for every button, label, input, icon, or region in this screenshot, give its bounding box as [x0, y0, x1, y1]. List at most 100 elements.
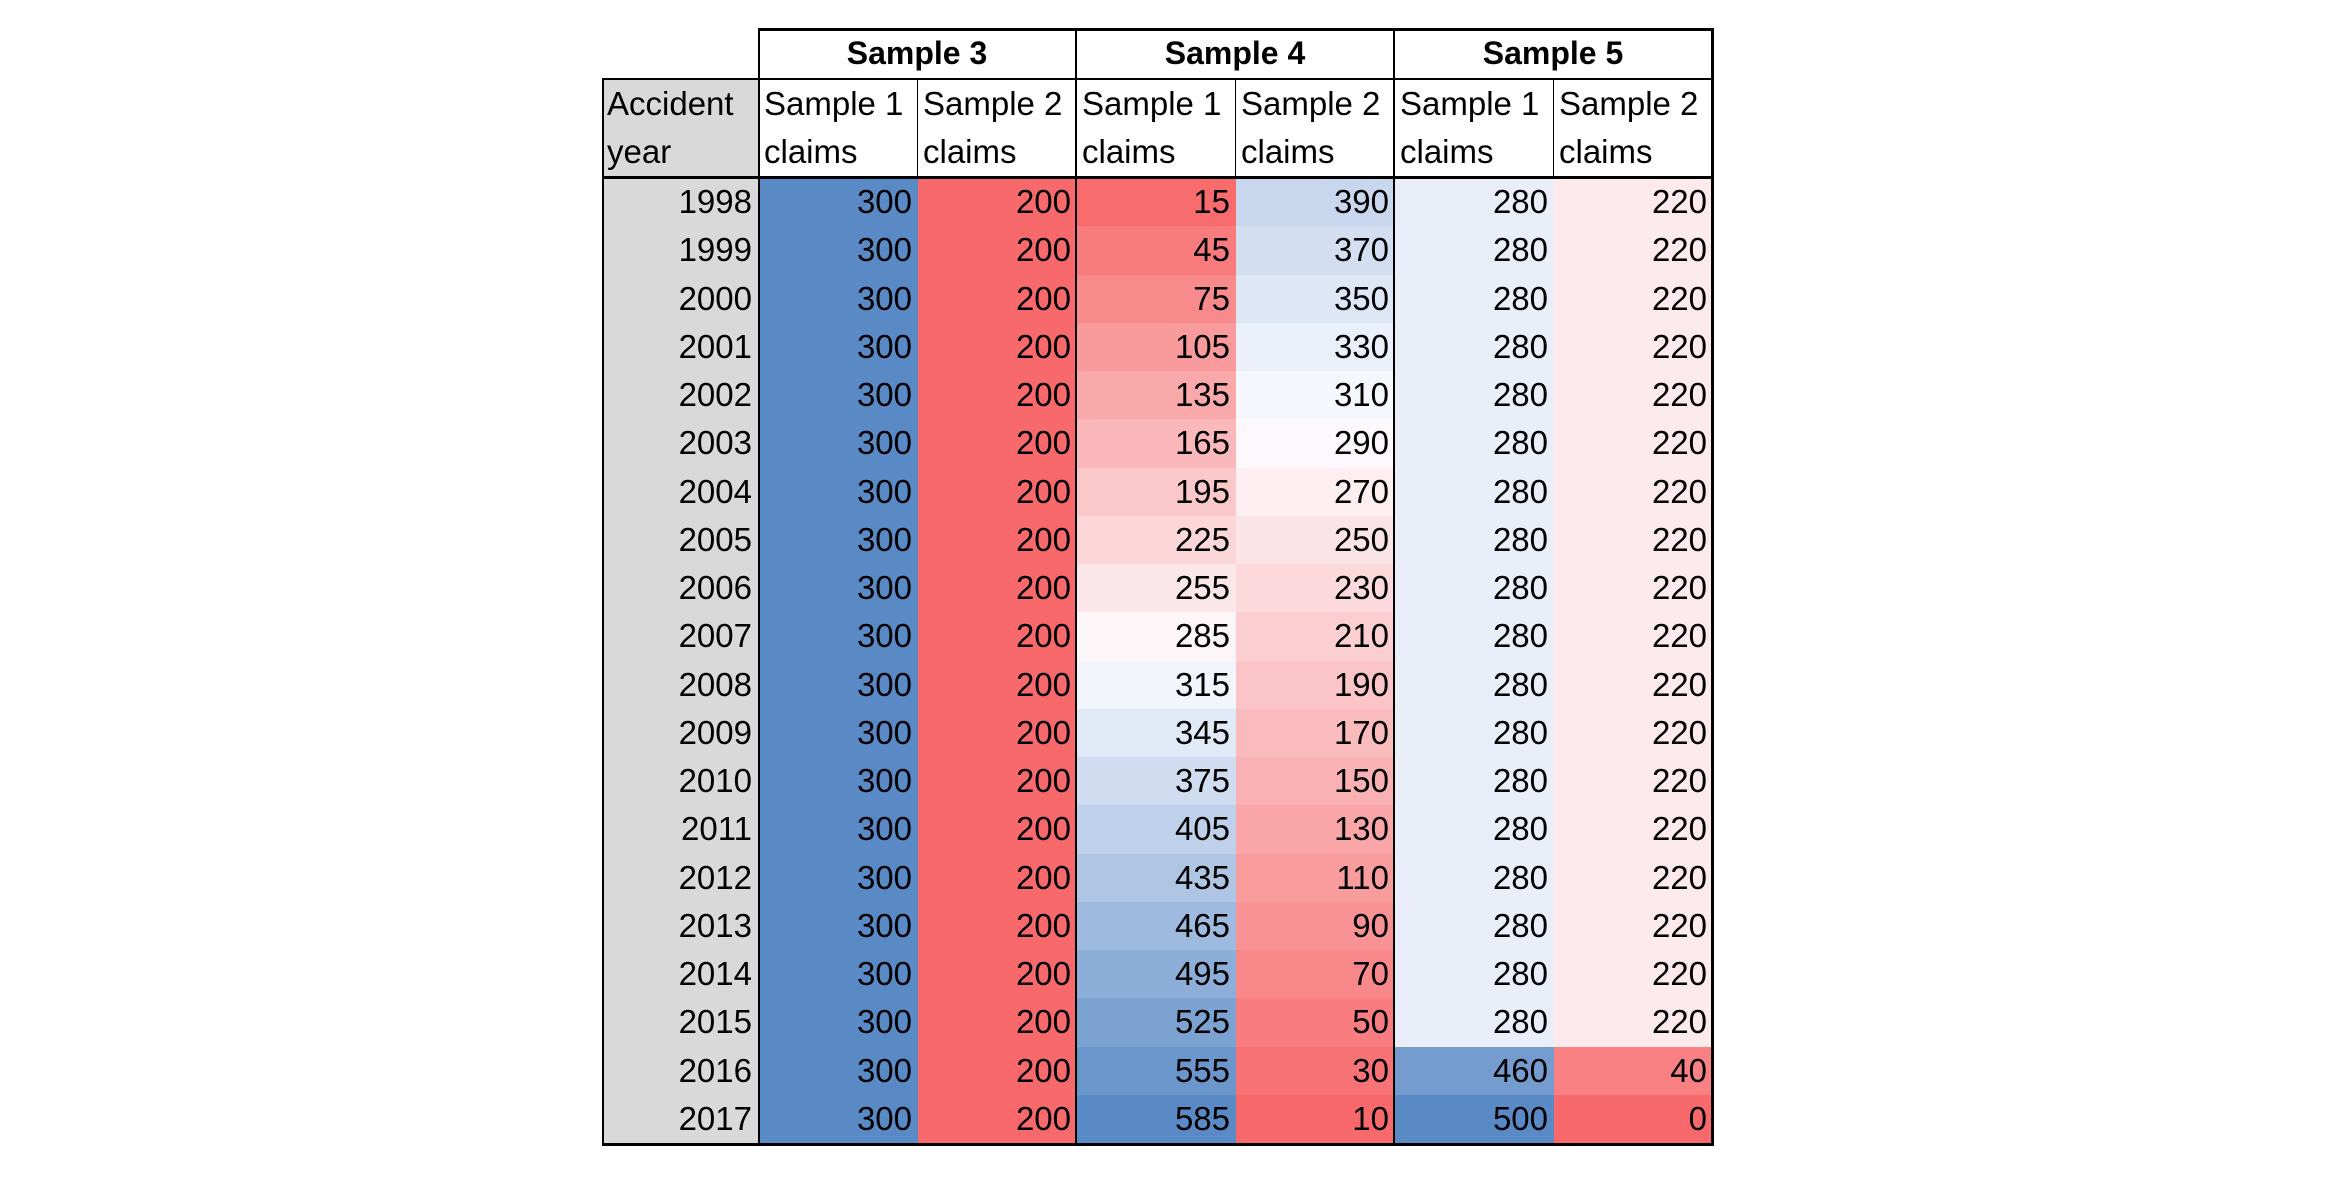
claims-cell: 230 [1236, 564, 1395, 613]
claims-cell: 195 [1077, 467, 1236, 517]
claims-cell: 345 [1077, 708, 1236, 758]
claims-cell: 300 [759, 419, 918, 468]
group-header-sample-5: Sample 5 [1482, 35, 1624, 71]
claims-cell: 200 [918, 564, 1077, 613]
year-cell: 2004 [678, 472, 752, 510]
claims-cell: 200 [918, 757, 1077, 806]
column-header-2: Sample 2 claims [918, 80, 1077, 176]
claims-cell: 200 [918, 419, 1077, 468]
claims-cell: 220 [1554, 564, 1713, 613]
year-cell: 2003 [678, 424, 752, 462]
claims-cell: 300 [759, 1094, 918, 1144]
claims-cell: 200 [918, 998, 1077, 1047]
year-column-background [602, 178, 758, 1143]
year-cell: 2000 [678, 279, 752, 317]
border-top [759, 28, 1713, 31]
claims-cell: 280 [1395, 708, 1554, 758]
claims-cell: 460 [1395, 1046, 1554, 1096]
claims-cell: 280 [1395, 274, 1554, 324]
claims-cell: 200 [918, 371, 1077, 420]
claims-cell: 330 [1236, 322, 1395, 372]
claims-cell: 310 [1236, 371, 1395, 420]
border-left [602, 78, 604, 1146]
claims-cell: 370 [1236, 226, 1395, 275]
claims-cell: 280 [1395, 467, 1554, 517]
claims-cell: 190 [1236, 660, 1395, 710]
claims-cell: 200 [918, 901, 1077, 951]
claims-cell: 300 [759, 371, 918, 420]
claims-cell: 200 [918, 226, 1077, 275]
claims-cell: 200 [918, 178, 1077, 227]
accident-year-header: Accident year [602, 80, 758, 176]
claims-cell: 40 [1554, 1046, 1713, 1096]
column-header-line1: Sample 2 [1559, 85, 1699, 122]
claims-cell: 15 [1077, 178, 1236, 227]
column-header-6: Sample 2 claims [1554, 80, 1713, 176]
claims-cell: 300 [759, 853, 918, 903]
column-header-3: Sample 1 claims [1077, 80, 1236, 176]
claims-cell: 300 [759, 950, 918, 999]
year-cell: 2002 [678, 376, 752, 413]
claims-cell: 280 [1395, 564, 1554, 613]
group-header-sample-3: Sample 3 [846, 35, 988, 71]
claims-cell: 0 [1554, 1094, 1713, 1144]
claims-cell: 45 [1077, 226, 1236, 275]
claims-cell: 285 [1077, 612, 1236, 661]
year-cell: 1998 [678, 183, 752, 220]
year-cell: 2015 [678, 1003, 752, 1041]
year-cell: 2014 [678, 955, 752, 992]
year-cell: 2009 [678, 713, 752, 751]
claims-cell: 220 [1554, 805, 1713, 854]
claims-cell: 90 [1236, 901, 1395, 951]
claims-cell: 280 [1395, 322, 1554, 372]
claims-cell: 220 [1554, 226, 1713, 275]
claims-cell: 200 [918, 660, 1077, 710]
claims-cell: 170 [1236, 708, 1395, 758]
year-cell: 2011 [681, 810, 752, 848]
border-header-mid [602, 78, 1713, 80]
claims-cell: 200 [918, 467, 1077, 517]
claims-cell: 300 [759, 998, 918, 1047]
accident-year-header-line2: year [607, 133, 672, 170]
claims-cell: 220 [1554, 660, 1713, 710]
claims-cell: 280 [1395, 998, 1554, 1047]
claims-cell: 280 [1395, 901, 1554, 951]
claims-cell: 435 [1077, 853, 1236, 903]
claims-cell: 220 [1554, 371, 1713, 420]
claims-cell: 280 [1395, 419, 1554, 468]
claims-cell: 280 [1395, 805, 1554, 854]
sub-sep-2 [1235, 78, 1236, 176]
claims-cell: 220 [1554, 757, 1713, 806]
claims-cell: 50 [1236, 998, 1395, 1047]
claims-cell: 300 [759, 660, 918, 710]
border-year-right [758, 28, 760, 1146]
claims-cell: 555 [1077, 1046, 1236, 1096]
claims-cell: 105 [1077, 322, 1236, 372]
year-cell: 2005 [678, 520, 752, 558]
year-cell: 2013 [678, 906, 752, 944]
column-header-line2: claims [1559, 133, 1653, 170]
column-header-line2: claims [923, 133, 1017, 170]
claims-cell: 225 [1077, 515, 1236, 565]
claims-cell: 375 [1077, 757, 1236, 806]
year-cell: 2008 [678, 665, 752, 703]
claims-cell: 220 [1554, 322, 1713, 372]
claims-cell: 300 [759, 274, 918, 324]
claims-cell: 280 [1395, 950, 1554, 999]
claims-cell: 220 [1554, 612, 1713, 661]
claims-cell: 585 [1077, 1094, 1236, 1144]
year-cell: 2001 [678, 327, 752, 365]
claims-cell: 270 [1236, 467, 1395, 517]
column-header-line1: Sample 1 [764, 85, 904, 122]
claims-cell: 500 [1395, 1094, 1554, 1144]
claims-cell: 220 [1554, 901, 1713, 951]
claims-cell: 200 [918, 805, 1077, 854]
claims-cell: 290 [1236, 419, 1395, 468]
claims-cell: 495 [1077, 950, 1236, 999]
column-header-line2: claims [1400, 133, 1494, 170]
border-right [1711, 28, 1714, 1146]
claims-cell: 300 [759, 515, 918, 565]
column-header-1: Sample 1 claims [759, 80, 918, 176]
claims-cell: 250 [1236, 515, 1395, 565]
claims-cell: 200 [918, 1046, 1077, 1096]
